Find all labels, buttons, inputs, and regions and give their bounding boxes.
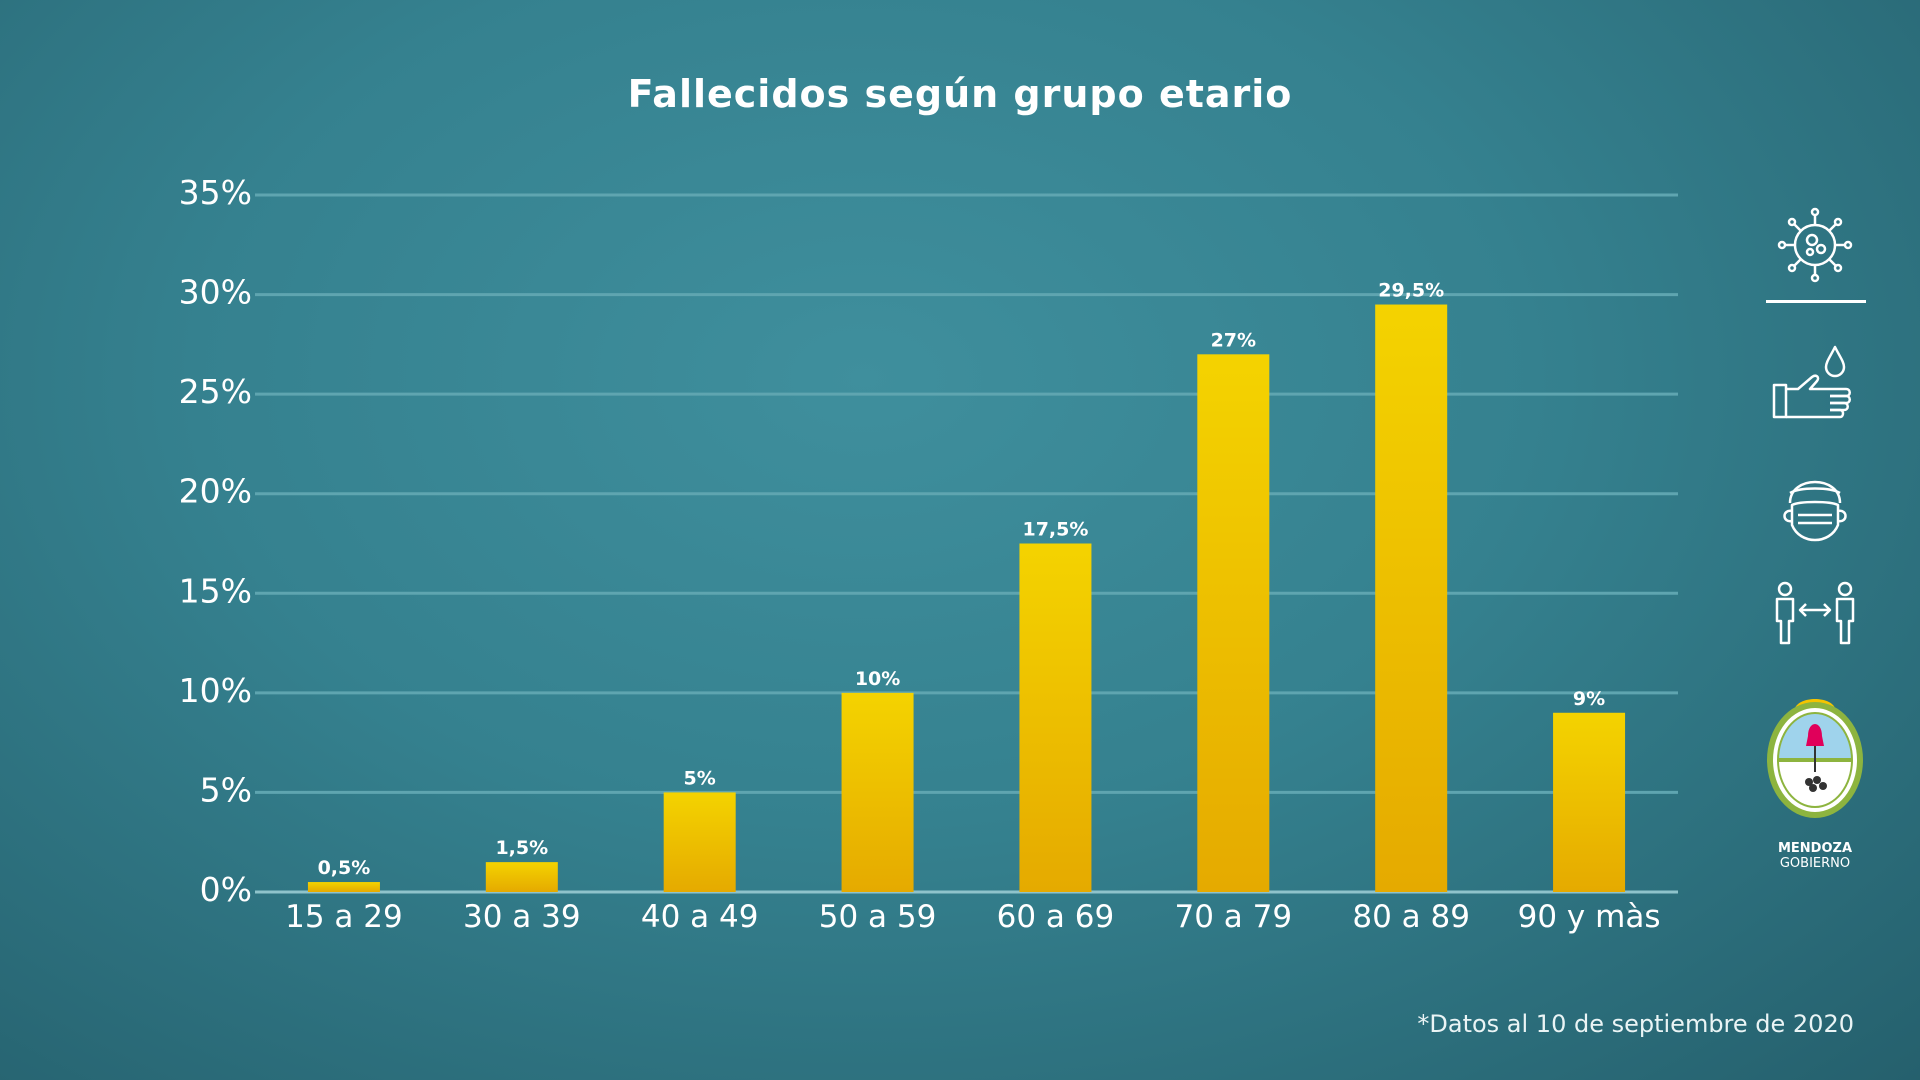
mendoza-coat-of-arms: [1760, 690, 1870, 834]
bar: [1553, 712, 1626, 892]
logo-text-mendoza: MENDOZA: [1777, 841, 1853, 856]
data-label: 27%: [1211, 329, 1256, 351]
data-label: 29,5%: [1378, 280, 1444, 302]
data-label: 5%: [684, 767, 716, 789]
x-tick-label: 60 a 69: [997, 899, 1115, 935]
data-label: 17,5%: [1022, 519, 1088, 541]
x-tick-label: 70 a 79: [1175, 899, 1293, 935]
data-label: 9%: [1573, 688, 1605, 710]
y-tick-label: 35%: [179, 173, 252, 212]
bar: [841, 692, 914, 892]
bar: [307, 882, 380, 892]
data-label: 0,5%: [318, 857, 371, 879]
y-tick-label: 5%: [200, 770, 252, 809]
bar: [485, 862, 558, 892]
footnote: *Datos al 10 de septiembre de 2020: [1417, 1010, 1854, 1038]
y-tick-label: 20%: [179, 472, 252, 511]
y-tick-label: 25%: [179, 372, 252, 411]
bar: [1197, 354, 1270, 892]
logo-text-gobierno: GOBIERNO: [1779, 856, 1851, 871]
y-tick-label: 10%: [179, 671, 252, 710]
x-tick-label: 40 a 49: [641, 899, 759, 935]
hand-wash-icon: [1760, 343, 1870, 429]
data-label: 1,5%: [495, 837, 548, 859]
x-tick-label: 15 a 29: [285, 899, 403, 935]
bar: [663, 792, 736, 892]
icon-divider: [1766, 300, 1866, 303]
y-tick-label: 15%: [179, 571, 252, 610]
virus-icon: [1760, 205, 1870, 289]
y-tick-label: 30%: [179, 273, 252, 312]
chart-title: Fallecidos según grupo etario: [627, 72, 1293, 116]
y-tick-label: 0%: [200, 870, 252, 909]
x-tick-label: 30 a 39: [463, 899, 581, 935]
bar: [1019, 543, 1092, 892]
face-mask-icon: [1760, 463, 1870, 553]
social-distance-icon: [1760, 577, 1870, 653]
x-tick-label: 90 y màs: [1518, 899, 1661, 935]
x-tick-label: 50 a 59: [819, 899, 937, 935]
bar: [1375, 304, 1448, 892]
data-label: 10%: [855, 668, 900, 690]
x-tick-label: 80 a 89: [1352, 899, 1470, 935]
